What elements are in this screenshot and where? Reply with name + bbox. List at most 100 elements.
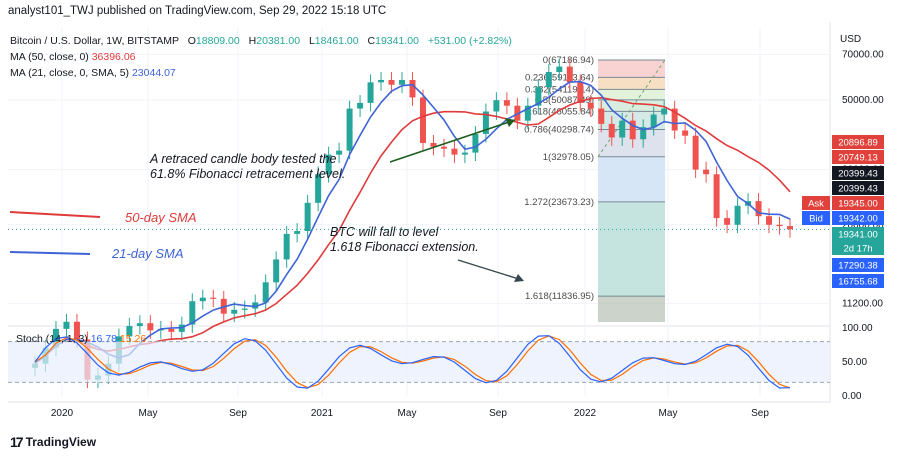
- price-tick-label: 20000.00: [842, 220, 884, 231]
- candle-body: [535, 87, 542, 106]
- candle-body: [619, 120, 626, 138]
- annotation-btc-target: BTC will fall to level 1.618 Fibonacci ex…: [330, 225, 479, 254]
- candle-body: [147, 323, 154, 331]
- low-label: L: [308, 35, 315, 47]
- candle-body: [336, 150, 343, 155]
- candle-body: [724, 218, 731, 225]
- candle-body: [482, 111, 489, 134]
- candle-body: [273, 259, 280, 283]
- footer-brand[interactable]: 17 TradingView: [10, 434, 96, 450]
- candle-body: [650, 114, 657, 128]
- annotation-arrowhead-2: [514, 274, 524, 282]
- candle-body: [472, 133, 479, 153]
- price-tag-label: Bid: [809, 214, 823, 225]
- time-tick-label: Sep: [751, 408, 769, 419]
- candle-body: [608, 123, 615, 138]
- price-label-box: [832, 258, 884, 272]
- price-tag-label: Ask: [808, 199, 824, 210]
- stoch-tick-label: 50.00: [842, 357, 867, 368]
- candle-body: [357, 102, 364, 109]
- candle-body: [241, 308, 248, 310]
- candle-body: [682, 130, 689, 136]
- ma21-line: [34, 80, 791, 365]
- ma50-legend-line: [9, 211, 101, 218]
- price-label-text: 19341.00: [838, 230, 878, 241]
- price-label-text: 17290.38: [838, 261, 878, 272]
- candle-body: [346, 108, 353, 151]
- change-value: +531.00 (+2.82%): [427, 35, 512, 47]
- candle-body: [210, 297, 217, 299]
- candle-body: [378, 79, 385, 83]
- fibonacci-tool: 0(67186.94)0.236(59113.64)0.382(54119.14…: [524, 55, 666, 322]
- fib-band: [598, 111, 665, 130]
- open-label: O: [187, 35, 196, 47]
- candle-body: [503, 100, 510, 106]
- candle-body: [315, 174, 322, 203]
- stoch-header: Stoch (14, 1, 3) 16.78 15.26: [16, 333, 146, 345]
- candle-body: [776, 224, 783, 227]
- ma50-row: MA (50, close, 0) 36396.06: [10, 49, 512, 65]
- price-label-text: 19342.00: [838, 214, 878, 225]
- price-label-box: [832, 166, 884, 180]
- candle-body: [73, 321, 80, 340]
- candle-body: [524, 105, 531, 121]
- price-label-box: [832, 196, 884, 210]
- symbol-row: Bitcoin / U.S. Dollar, 1W, BITSTAMP O188…: [10, 33, 512, 49]
- candle-body: [598, 108, 605, 124]
- tradingview-logo-icon: 17: [10, 434, 24, 450]
- candle-body: [63, 321, 70, 329]
- fib-level-label: 0.618(46055.84): [524, 106, 594, 117]
- chart-header: Bitcoin / U.S. Dollar, 1W, BITSTAMP O188…: [10, 33, 512, 81]
- candle-body: [461, 152, 468, 155]
- candle-body: [556, 66, 563, 73]
- annotation-arrow-2: [457, 259, 523, 281]
- ma21-legend-label: 21-day SMA: [111, 246, 184, 261]
- candle-body: [493, 100, 500, 112]
- candle-body: [252, 302, 259, 309]
- candle-body: [304, 202, 311, 232]
- fib-band: [598, 89, 665, 100]
- candle-body: [325, 154, 332, 175]
- ma50-label: MA (50, close, 0): [10, 51, 89, 63]
- candle-body: [262, 282, 269, 303]
- price-label-text: 19345.00: [838, 199, 878, 210]
- candle-body: [409, 79, 416, 98]
- high-label: H: [248, 35, 257, 47]
- fib-level-label: 0.382(54119.14): [525, 84, 594, 95]
- time-tick-label: May: [659, 408, 678, 419]
- ma50-legend-label: 50-day SMA: [125, 210, 197, 225]
- candle-body: [419, 97, 426, 143]
- price-tag-box: [802, 196, 830, 210]
- candle-body: [283, 233, 290, 260]
- candle-body: [451, 148, 458, 155]
- candle-body: [189, 301, 196, 325]
- close-value: 19341.00: [375, 35, 419, 47]
- annotation-fib-test: A retraced candle body tested the 61.8% F…: [149, 152, 345, 181]
- price-label-box: [832, 150, 884, 164]
- candle-body: [294, 231, 301, 234]
- fib-band: [598, 77, 665, 90]
- publisher-line: analyst101_TWJ published on TradingView.…: [8, 5, 387, 17]
- fib-level-label: 1(32978.05): [543, 152, 594, 163]
- candle-body: [713, 174, 720, 219]
- fib-band: [598, 59, 665, 78]
- candle-body: [640, 127, 647, 140]
- fib-band: [598, 156, 665, 202]
- fib-trend-line: [597, 59, 666, 158]
- open-value: 18809.00: [195, 35, 240, 47]
- candle-body: [692, 135, 699, 170]
- ma50-line: [34, 96, 791, 365]
- candle-body: [661, 108, 668, 115]
- candle-body: [136, 323, 143, 326]
- time-tick-label: 2021: [311, 408, 334, 419]
- candle-body: [440, 146, 447, 149]
- candles: [32, 58, 793, 389]
- time-tick-label: Sep: [229, 408, 247, 419]
- high-value: 20381.00: [256, 35, 301, 47]
- candle-body: [787, 226, 793, 230]
- candle-body: [168, 328, 175, 332]
- ma21-label: MA (21, close, 0, SMA, 5): [10, 67, 130, 79]
- fib-level-label: 0.786(40298.74): [524, 124, 594, 135]
- time-tick-label: 2022: [574, 408, 597, 419]
